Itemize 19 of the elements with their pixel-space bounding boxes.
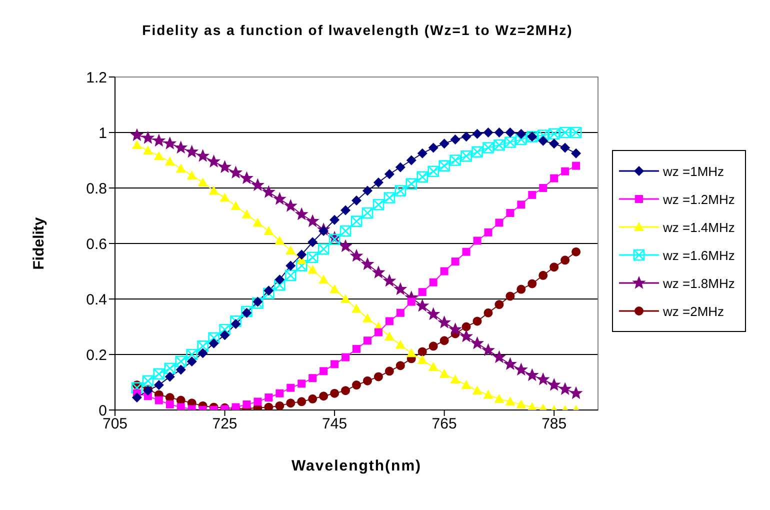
legend-label: wz =1MHz <box>663 164 724 178</box>
x-axis-title: Wavelength(nm) <box>291 458 422 475</box>
y-axis-title: Fidelity <box>30 216 48 270</box>
y-tick-label: 1.2 <box>86 69 107 86</box>
y-tick-label: 0.8 <box>86 180 107 198</box>
x-tick-label: 745 <box>322 416 348 433</box>
y-tick-label: 1 <box>98 124 107 142</box>
y-tick-label: 0.6 <box>86 236 107 253</box>
x-tick-label: 725 <box>212 416 238 433</box>
y-tick-label: 0.4 <box>86 291 107 308</box>
chart-title: Fidelity as a function of lwavelength (Wz=1 to Wz=2MHz) <box>141 22 574 38</box>
legend-label: wz =1.6MHz <box>663 248 735 262</box>
x-tick-label: 765 <box>432 416 457 433</box>
legend-label: wz =1.2MHz <box>663 192 735 206</box>
legend-label: wz =1.8MHz <box>663 276 735 290</box>
legend-label: wz =2MHz <box>663 304 724 318</box>
legend-label: wz =1.4MHz <box>663 220 735 234</box>
y-tick-label: 0.2 <box>86 346 107 364</box>
x-tick-label: 785 <box>542 416 567 433</box>
